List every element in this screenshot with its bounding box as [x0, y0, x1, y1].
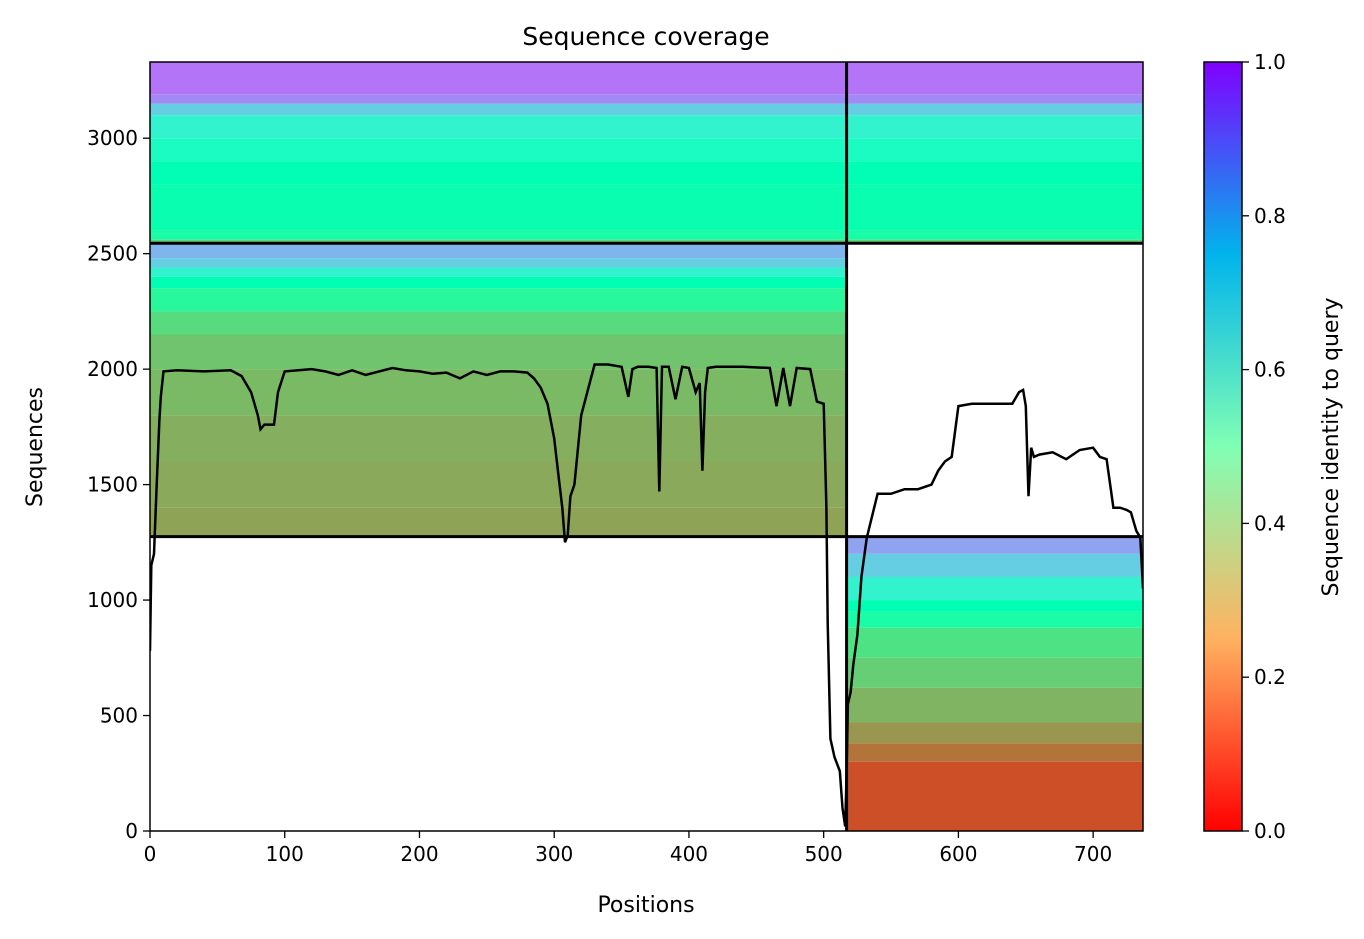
coverage-band	[846, 94, 1143, 104]
coverage-band	[150, 267, 847, 277]
coverage-band	[846, 611, 1143, 628]
x-tick-label: 300	[535, 842, 573, 866]
coverage-band	[846, 184, 1143, 231]
coverage-band	[150, 461, 847, 508]
coverage-band	[150, 230, 847, 240]
x-tick-label: 500	[805, 842, 843, 866]
block-separators	[150, 62, 1143, 831]
coverage-band	[150, 138, 847, 162]
coverage-band	[846, 230, 1143, 240]
y-tick-label: 0	[125, 819, 138, 843]
coverage-band	[846, 761, 1143, 831]
y-tick-label: 500	[100, 704, 138, 728]
coverage-band	[150, 103, 847, 116]
x-axis-ticks: 0 100 200 300 400 500 600 700	[144, 831, 1112, 866]
colorbar-tick-label: 0.0	[1254, 819, 1286, 843]
x-tick-label: 700	[1074, 842, 1112, 866]
coverage-band	[846, 553, 1143, 577]
colorbar-tick-label: 1.0	[1254, 50, 1286, 74]
coverage-band	[150, 258, 847, 268]
colorbar: 0.0 0.2 0.4 0.6 0.8 1.0 Sequence identity to …	[1203, 50, 1344, 843]
colorbar-tick-label: 0.4	[1254, 511, 1286, 535]
coverage-band	[150, 184, 847, 231]
coverage-band	[846, 62, 1143, 95]
y-tick-label: 3000	[87, 126, 138, 150]
coverage-band	[846, 536, 1143, 554]
coverage-band	[150, 334, 847, 370]
coverage-band	[846, 115, 1143, 139]
coverage-band	[846, 627, 1143, 658]
coverage-band	[150, 161, 847, 185]
coverage-band	[150, 115, 847, 139]
coverage-line	[150, 363, 1143, 827]
y-tick-label: 2000	[87, 357, 138, 381]
coverage-band	[150, 311, 847, 335]
colorbar-tick-label: 0.2	[1254, 665, 1286, 689]
x-tick-label: 200	[400, 842, 438, 866]
coverage-band	[846, 239, 1143, 244]
coverage-band	[150, 415, 847, 462]
coverage-band	[846, 161, 1143, 185]
coverage-band	[846, 600, 1143, 612]
coverage-band	[150, 243, 847, 259]
colorbar-tick-label: 0.6	[1254, 358, 1286, 382]
coverage-band	[150, 62, 847, 95]
chart-title: Sequence coverage	[522, 22, 769, 51]
coverage-band	[150, 239, 847, 244]
coverage-blocks	[150, 62, 1143, 831]
x-tick-label: 400	[670, 842, 708, 866]
coverage-band	[846, 103, 1143, 116]
plot-area	[150, 62, 1143, 831]
coverage-band	[150, 288, 847, 312]
coverage-band	[150, 276, 847, 289]
y-tick-label: 1500	[87, 473, 138, 497]
coverage-band	[150, 507, 847, 537]
colorbar-tick-label: 0.8	[1254, 204, 1286, 228]
y-tick-label: 2500	[87, 242, 138, 266]
coverage-band	[846, 138, 1143, 162]
y-tick-label: 1000	[87, 588, 138, 612]
x-axis-label: Positions	[597, 893, 694, 918]
coverage-band	[846, 576, 1143, 601]
plot-frame	[149, 61, 1144, 832]
x-tick-label: 100	[266, 842, 304, 866]
colorbar-label: Sequence identity to query	[1319, 297, 1344, 596]
colorbar-fill	[1203, 61, 1243, 832]
coverage-band	[150, 94, 847, 104]
coverage-band	[846, 743, 1143, 762]
coverage-band	[846, 687, 1143, 723]
y-axis-label: Sequences	[23, 387, 48, 507]
coverage-line-layer	[150, 363, 1143, 827]
x-tick-label: 0	[144, 842, 157, 866]
coverage-band	[150, 369, 847, 416]
x-tick-label: 600	[939, 842, 977, 866]
coverage-band	[846, 722, 1143, 744]
coverage-band	[846, 657, 1143, 688]
y-axis-ticks: 0 500 1000 1500 2000 2500 3000	[87, 126, 150, 843]
colorbar-ticks: 0.0 0.2 0.4 0.6 0.8 1.0	[1242, 50, 1286, 843]
